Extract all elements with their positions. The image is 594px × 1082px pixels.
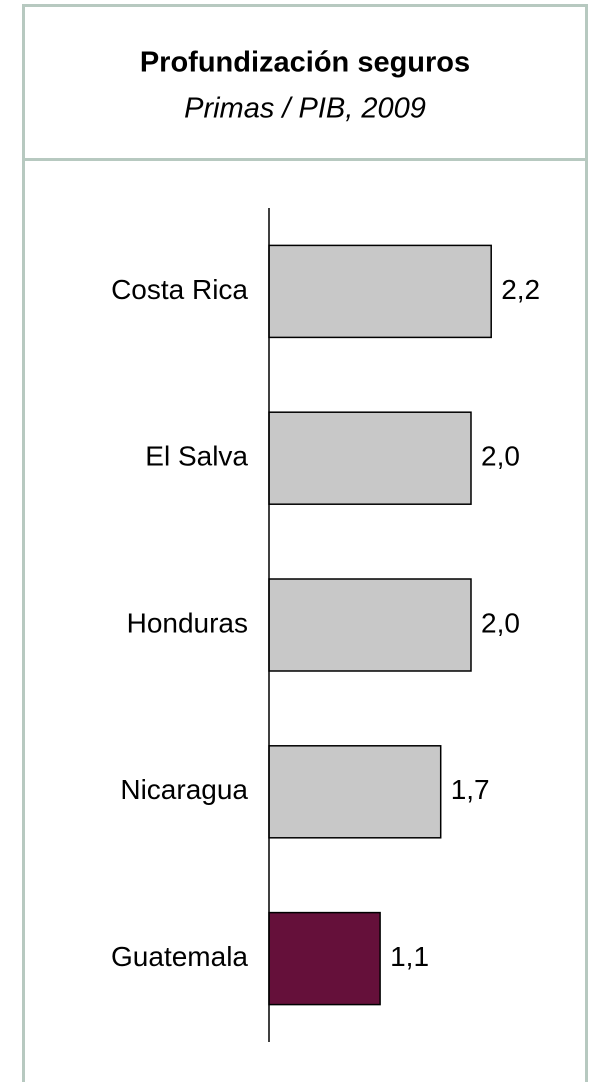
bar [268, 244, 492, 339]
category-label: Guatemala [111, 941, 248, 972]
value-label: 2,0 [481, 441, 520, 472]
value-label: 1,7 [451, 774, 490, 805]
chart-title: Profundización seguros [140, 47, 470, 79]
frame [22, 4, 588, 1082]
bar [268, 411, 472, 505]
value-label: 2,2 [501, 274, 540, 305]
bar [268, 911, 381, 1006]
chart-subtitle: Primas / PIB, 2009 [184, 93, 426, 125]
category-label: Nicaragua [120, 774, 248, 805]
value-label: 2,0 [481, 607, 520, 638]
category-label: El Salva [145, 441, 248, 472]
category-label: Honduras [127, 607, 248, 638]
category-label: Costa Rica [111, 274, 248, 305]
bar [268, 745, 442, 839]
bar [268, 578, 472, 672]
value-label: 1,1 [390, 941, 429, 972]
